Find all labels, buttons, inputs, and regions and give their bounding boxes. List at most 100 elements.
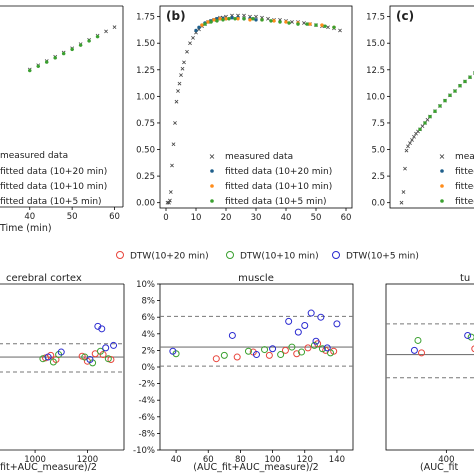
legend-b-marker-2	[210, 169, 214, 173]
data-point-measured	[254, 14, 258, 19]
x-tick-label: 20	[221, 213, 232, 223]
data-point	[96, 347, 104, 355]
y-tick-label: 15.0	[366, 39, 385, 49]
y-tick-label: -6%	[138, 413, 155, 423]
panel-title-cerebral: cerebral cortex	[6, 273, 82, 284]
data-point	[277, 351, 285, 359]
data-point-fitted	[53, 56, 57, 60]
legend-c-label-4: fitted data	[455, 197, 474, 207]
data-point	[301, 322, 309, 329]
data-point-fitted	[61, 51, 66, 56]
y-tick-label: 6%	[142, 313, 156, 323]
legend-marker-dtw-10	[226, 251, 234, 259]
y-tick-label: 0.50	[136, 146, 155, 156]
legend-a: measured data fitted data (10+20 min) fi…	[0, 151, 107, 207]
panel-muscle: muscle 40 60 80 100 120 140 -10% -8% -6% -4% -2% 0%…	[133, 273, 354, 473]
legend-marker-dtw-5	[332, 251, 340, 259]
data-point-fitted	[296, 22, 300, 26]
legend-c-marker-3	[440, 184, 444, 188]
data-point-measured	[188, 41, 192, 46]
y-tick-label: 8%	[142, 297, 156, 307]
data-point-measured	[171, 142, 176, 147]
plot-area-tumor	[385, 283, 474, 451]
y-tick-label: 1.50	[136, 39, 155, 49]
plot-area-c	[389, 5, 474, 209]
series-legend: DTW(10+20 min) DTW(10+10 min) DTW(10+5 m…	[116, 251, 419, 262]
data-point-fitted	[308, 22, 312, 26]
data-point-fitted	[218, 17, 222, 21]
data-point-measured	[177, 81, 182, 86]
data-point	[471, 345, 474, 353]
data-point-measured	[185, 49, 189, 54]
data-point	[228, 331, 236, 339]
data-point	[212, 355, 220, 363]
data-point-measured	[408, 141, 412, 146]
data-point-fitted	[200, 23, 204, 27]
data-point-measured	[191, 36, 195, 40]
data-point-fitted	[453, 89, 457, 93]
y-tick-label: 10.0	[366, 92, 385, 102]
legend-c-marker-1: ×	[439, 152, 446, 161]
legend-b-label-1: measured data	[225, 152, 293, 162]
data-point-fitted	[260, 18, 264, 22]
data-point	[318, 345, 326, 353]
data-point	[464, 331, 472, 339]
data-point-fitted	[197, 25, 201, 29]
data-point-fitted	[320, 23, 324, 27]
data-point	[57, 348, 65, 356]
data-point-measured	[104, 29, 108, 34]
data-point-fitted	[224, 17, 228, 21]
legend-c-marker-2	[440, 169, 444, 173]
y-tick-label: 7.5	[371, 119, 385, 129]
legend-b-label-2: fitted data (10+20 min)	[225, 167, 332, 177]
data-point-fitted	[206, 20, 210, 24]
panel-a: 40 50 60 measured data fitted data (10+20 …	[0, 5, 124, 234]
data-point-fitted	[236, 17, 240, 21]
x-tick-label: 60	[341, 213, 352, 223]
y-tick-label: 0%	[142, 363, 156, 373]
data-point-fitted	[287, 21, 291, 25]
legend-c-marker-4	[440, 199, 444, 203]
y-tick-label: 1.25	[136, 66, 155, 76]
data-point-measured	[242, 13, 246, 18]
data-point-fitted	[36, 64, 40, 69]
data-point	[288, 343, 296, 351]
data-point-measured	[412, 134, 416, 139]
data-point-fitted	[305, 22, 309, 26]
y-tick-label: -8%	[138, 429, 155, 439]
legend-b-label-3: fitted data (10+10 min)	[225, 182, 332, 192]
data-point-fitted	[194, 28, 198, 33]
data-point	[323, 344, 331, 352]
y-tick-label: 2%	[142, 346, 156, 356]
data-point-measured	[338, 28, 342, 33]
data-point-measured	[112, 25, 117, 30]
x-tick-label: 10	[191, 213, 202, 223]
legend-b-marker-4	[210, 199, 214, 203]
y-tick-label: 2.5	[371, 172, 385, 182]
data-point-fitted	[45, 60, 49, 64]
data-point	[49, 358, 57, 366]
x-tick-label: 1200	[77, 455, 99, 465]
data-point	[410, 346, 418, 354]
x-tick-label: 40	[171, 455, 182, 465]
data-point-measured	[174, 99, 179, 104]
panel-b: (b) 0 10 20 30 40 50 60 0.00 0.25 0.50 0.75 1.00 1.2…	[136, 5, 353, 223]
y-tick-label: 1.00	[136, 92, 155, 102]
legend-b: × measured data fitted data (10+20 min) …	[209, 152, 333, 207]
panel-label-c: (c)	[396, 9, 414, 23]
data-point-measured	[173, 121, 177, 125]
data-point-fitted	[314, 23, 318, 27]
data-point	[220, 351, 228, 359]
y-tick-label: 1.75	[136, 13, 155, 23]
x-tick-label: 50	[67, 212, 78, 222]
panel-tumor: tu 400600 (AUC_fit	[385, 273, 474, 473]
y-tick-label: 17.5	[366, 13, 385, 23]
x-tick-label: 40	[281, 213, 292, 223]
data-point-fitted	[212, 18, 216, 22]
legend-label-dtw-5: DTW(10+5 min)	[346, 252, 419, 262]
legend-c-label-3: fitted data	[455, 182, 474, 192]
legend-a-label-2: fitted data (10+20 min)	[0, 167, 107, 177]
data-point	[298, 348, 306, 356]
data-point-measured	[404, 148, 409, 153]
x-tick-label: 120	[297, 455, 313, 465]
